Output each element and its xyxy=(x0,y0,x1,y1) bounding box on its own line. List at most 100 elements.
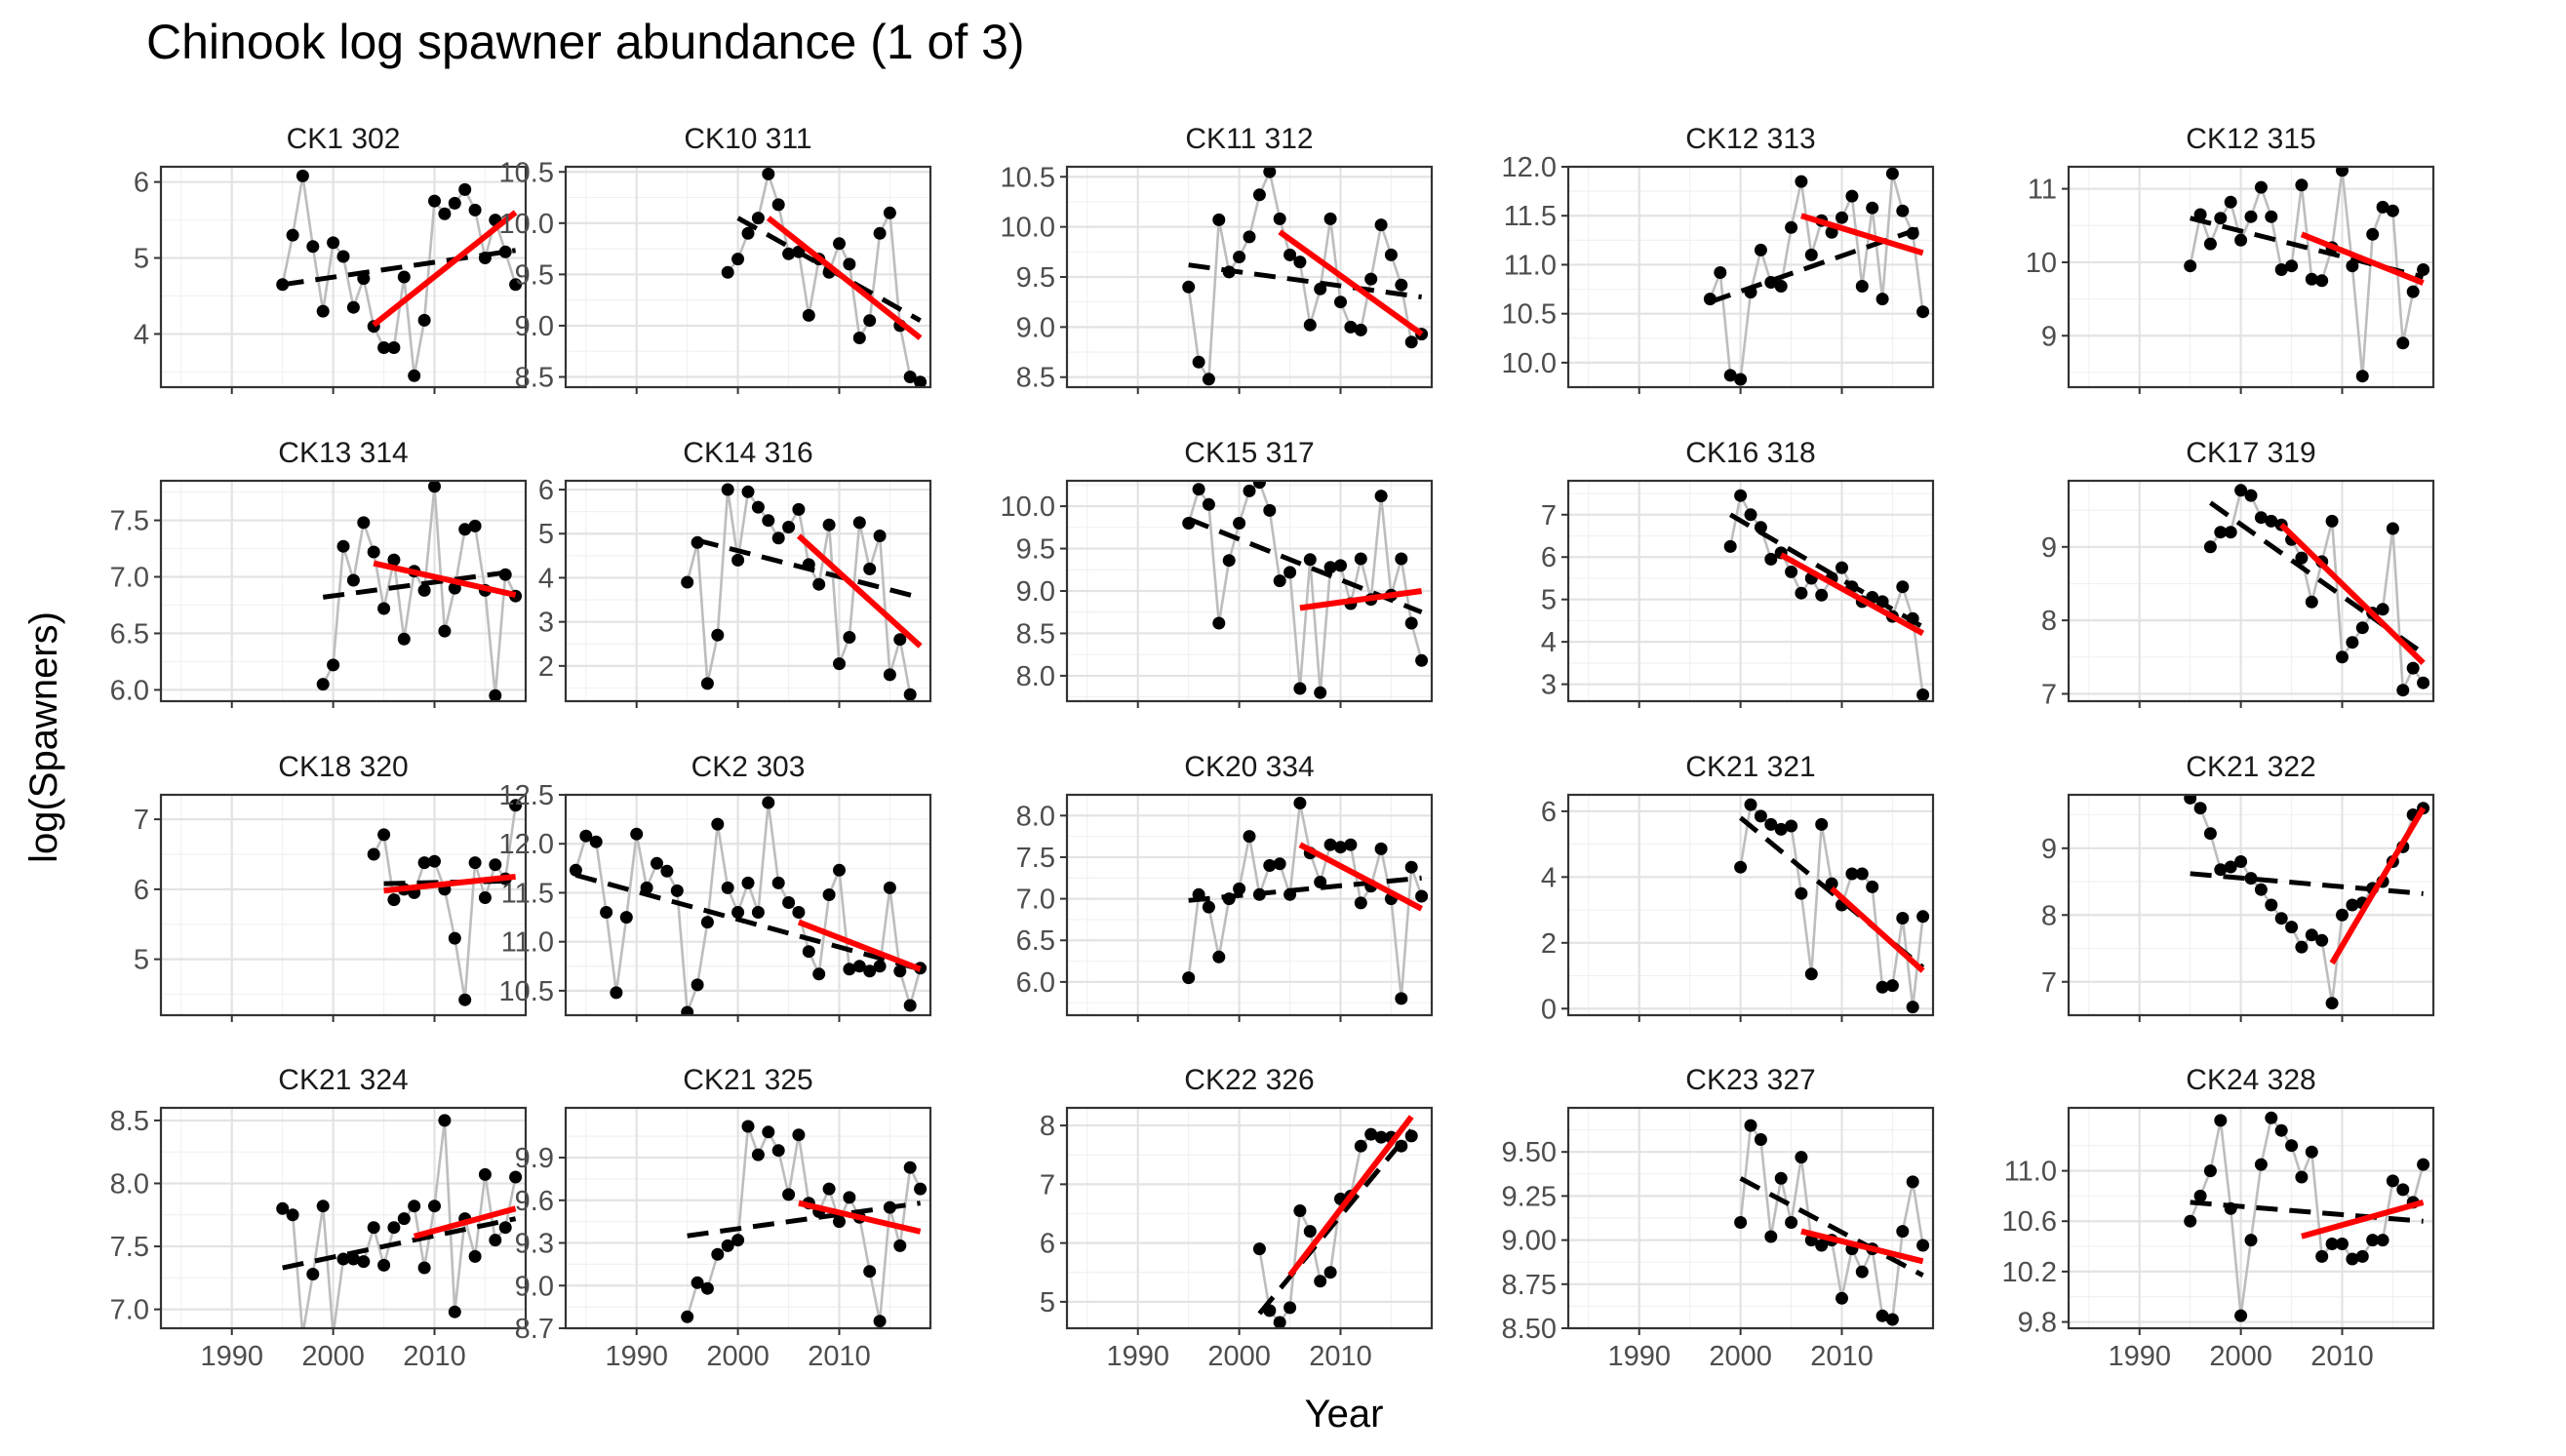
data-point xyxy=(2214,863,2228,877)
data-point xyxy=(1754,243,1767,256)
x-tick-label: 2010 xyxy=(403,1341,466,1372)
data-point xyxy=(2295,1170,2309,1184)
y-tick-label: 8 xyxy=(2041,606,2057,637)
data-point xyxy=(1182,517,1196,530)
data-point xyxy=(1703,293,1717,306)
y-tick-label: 10.0 xyxy=(499,209,554,240)
data-point xyxy=(1815,817,1829,831)
data-point xyxy=(2265,210,2278,223)
data-point xyxy=(1906,611,1919,625)
y-tick-label: 11.5 xyxy=(1504,201,1557,232)
trend-line-all-years xyxy=(1739,815,1925,970)
data-point xyxy=(2325,997,2339,1010)
data-point xyxy=(1344,838,1358,851)
observed-series-line xyxy=(1187,803,1423,1000)
y-tick-label: 9.50 xyxy=(1502,1137,1557,1168)
data-point xyxy=(468,203,482,216)
data-point xyxy=(2285,1139,2299,1153)
panel-data xyxy=(1252,1115,1418,1328)
y-tick-label: 9.00 xyxy=(1502,1226,1557,1257)
data-point xyxy=(2305,272,2318,286)
data-point xyxy=(1395,552,1408,566)
data-point xyxy=(276,1201,290,1215)
y-tick-label: 4 xyxy=(1541,627,1557,658)
data-point xyxy=(377,1258,391,1272)
trend-line-recent xyxy=(1287,1115,1414,1278)
data-point xyxy=(1374,490,1388,503)
data-point xyxy=(1263,503,1277,517)
data-point xyxy=(1764,276,1778,289)
data-point xyxy=(1885,979,1899,993)
data-point xyxy=(428,481,441,493)
data-point xyxy=(1222,892,1236,906)
trend-line-recent xyxy=(797,919,922,972)
data-point xyxy=(408,369,421,382)
data-point xyxy=(1744,798,1757,811)
data-point xyxy=(1744,508,1757,522)
panel-border xyxy=(159,793,528,1017)
data-point xyxy=(1804,967,1818,981)
panel-title: CK21 324 xyxy=(278,1064,408,1096)
y-tick-label: 5 xyxy=(1040,1287,1055,1318)
x-tick-label: 1990 xyxy=(605,1341,668,1372)
data-point xyxy=(1222,265,1236,279)
data-point xyxy=(2417,263,2430,276)
data-point xyxy=(914,1182,928,1196)
data-point xyxy=(903,1161,917,1174)
y-tick-label: 6.0 xyxy=(1016,967,1055,999)
y-axis-title: log(Spawners) xyxy=(22,611,65,863)
data-point xyxy=(1192,887,1205,901)
panel: CK16 318 3 4 5 6 7 xyxy=(1541,437,1935,708)
data-point xyxy=(762,167,775,180)
data-point xyxy=(1785,565,1798,578)
data-point xyxy=(762,514,775,528)
y-tick-label: 8.0 xyxy=(1016,661,1055,692)
data-point xyxy=(1896,580,1910,594)
data-point xyxy=(438,207,452,220)
y-tick-label: 9.0 xyxy=(515,311,554,342)
data-point xyxy=(681,1310,694,1323)
data-point xyxy=(1836,561,1848,574)
data-point xyxy=(1916,910,1930,924)
data-point xyxy=(833,657,846,671)
chart-title: Chinook log spawner abundance (1 of 3) xyxy=(146,15,1025,69)
data-point xyxy=(1744,1119,1757,1132)
data-point xyxy=(1845,867,1859,881)
observed-series-line xyxy=(1709,173,1924,381)
data-point xyxy=(1273,857,1286,871)
data-point xyxy=(306,240,320,254)
data-point xyxy=(619,911,633,925)
data-point xyxy=(509,278,523,292)
y-tick-label: 9.5 xyxy=(515,259,554,291)
trend-line-recent xyxy=(766,216,923,340)
x-tick-label: 2010 xyxy=(1309,1341,1372,1372)
data-point xyxy=(2376,1234,2389,1247)
data-point xyxy=(802,558,815,571)
panel: CK18 320 5 6 7 xyxy=(134,751,528,1022)
data-point xyxy=(1283,248,1297,261)
data-point xyxy=(1243,484,1256,497)
data-point xyxy=(833,1215,846,1229)
observed-series-line xyxy=(2189,1115,2425,1317)
panel-title: CK14 316 xyxy=(683,437,812,469)
data-point xyxy=(1233,251,1246,263)
data-point xyxy=(2203,827,2217,841)
panel: CK21 322 7 8 9 xyxy=(2041,751,2435,1022)
data-point xyxy=(2336,908,2349,922)
data-point xyxy=(478,252,492,264)
panel-border xyxy=(1566,165,1935,389)
data-point xyxy=(903,999,917,1012)
trend-line-recent xyxy=(798,1200,922,1235)
data-point xyxy=(1785,220,1798,234)
data-point xyxy=(782,247,796,260)
data-point xyxy=(741,226,755,240)
y-tick-label: 10.5 xyxy=(1502,299,1557,331)
panel-title: CK12 315 xyxy=(2186,123,2315,155)
data-point xyxy=(873,530,887,542)
data-point xyxy=(458,993,472,1006)
data-point xyxy=(903,371,917,383)
data-point xyxy=(1825,877,1838,890)
data-point xyxy=(1734,373,1748,386)
